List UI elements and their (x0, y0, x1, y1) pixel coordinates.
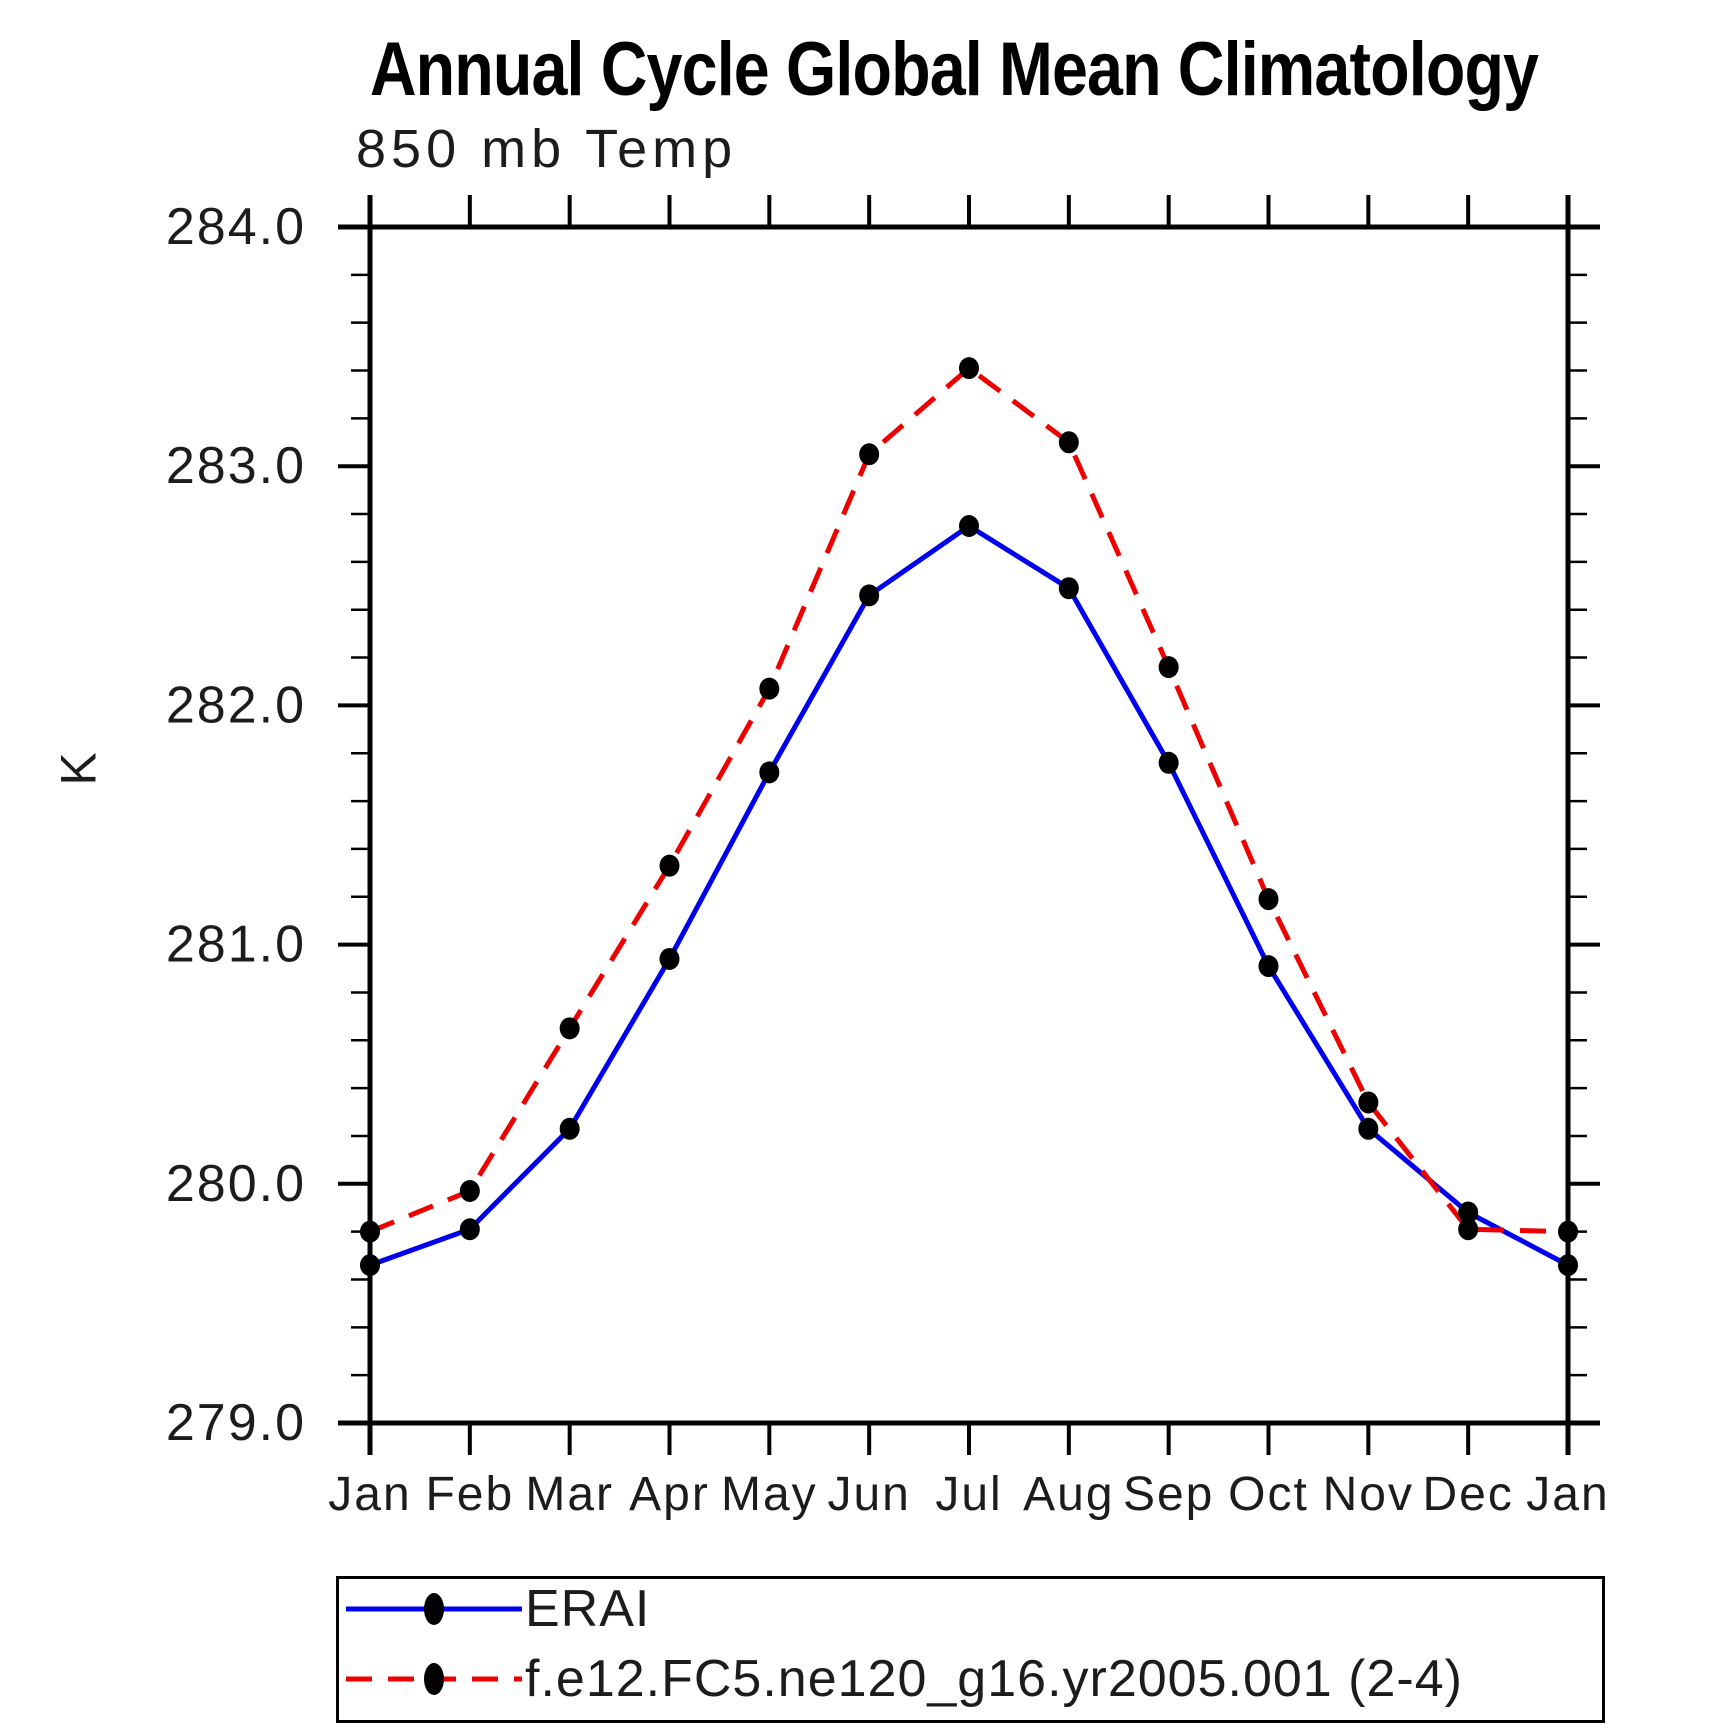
svg-text:Feb: Feb (425, 1468, 514, 1521)
chart-subtitle: 850 mb Temp (356, 119, 738, 179)
svg-text:Jun: Jun (827, 1468, 910, 1521)
svg-text:Apr: Apr (629, 1468, 710, 1521)
legend-item-erai: ERAI (343, 1583, 650, 1635)
series-1-markers (360, 357, 1578, 1243)
svg-text:Dec: Dec (1422, 1468, 1513, 1521)
svg-text:279.0: 279.0 (166, 1394, 306, 1452)
svg-text:Sep: Sep (1123, 1468, 1214, 1521)
legend-label-erai: ERAI (525, 1580, 651, 1638)
y-tick-labels: 284.0 283.0 282.0 281.0 280.0 279.0 (166, 198, 306, 1452)
svg-text:282.0: 282.0 (166, 676, 306, 734)
axes (338, 195, 1600, 1455)
series-0-line (369, 523, 1570, 1268)
chart-title: Annual Cycle Global Mean Climatology (369, 27, 1539, 112)
series-1-line (369, 364, 1569, 1235)
x-ticks (368, 195, 1570, 1455)
x-tick-labels: Jan Feb Mar Apr May Jun Jul Aug Sep Oct Nov Dec Jan (328, 1468, 1609, 1521)
legend: ERAI f.e12.FC5.ne120_g16.yr2005.001 (2-4… (336, 1576, 1605, 1723)
svg-text:Jan: Jan (328, 1468, 411, 1521)
legend-line-solid-icon (346, 1593, 522, 1625)
marker-dot-icon (424, 1663, 444, 1695)
svg-text:281.0: 281.0 (166, 916, 306, 974)
legend-line-dashed-icon (346, 1663, 522, 1695)
plot-area: 284.0 283.0 282.0 281.0 280.0 279.0 Jan Feb Mar A… (166, 195, 1609, 1521)
svg-text:284.0: 284.0 (166, 198, 306, 256)
series-0-markers (360, 515, 1578, 1277)
svg-text:May: May (721, 1468, 818, 1521)
svg-text:280.0: 280.0 (166, 1155, 306, 1213)
svg-text:Jan: Jan (1526, 1468, 1609, 1521)
svg-text:Jul: Jul (935, 1468, 1002, 1521)
marker-dot-icon (424, 1593, 444, 1625)
svg-text:Mar: Mar (525, 1468, 614, 1521)
legend-label-model: f.e12.FC5.ne120_g16.yr2005.001 (2-4) (525, 1650, 1463, 1708)
svg-text:Oct: Oct (1228, 1468, 1309, 1521)
legend-item-model: f.e12.FC5.ne120_g16.yr2005.001 (2-4) (343, 1653, 1463, 1705)
svg-text:283.0: 283.0 (166, 437, 306, 495)
svg-text:Nov: Nov (1323, 1468, 1414, 1521)
y-ticks (338, 225, 1600, 1425)
svg-text:Aug: Aug (1023, 1468, 1114, 1521)
